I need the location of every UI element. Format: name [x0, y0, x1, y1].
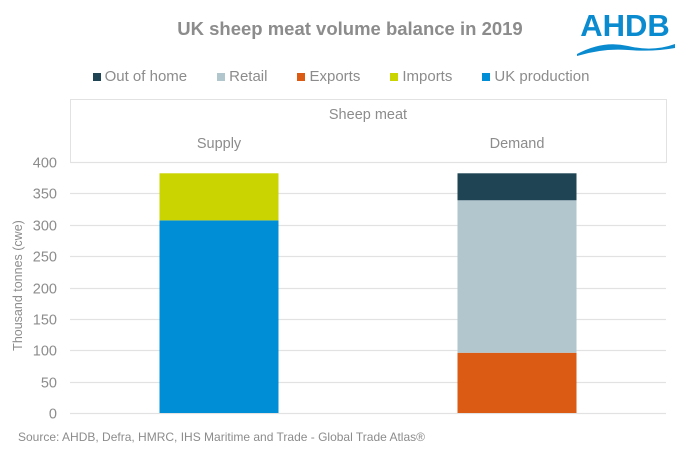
legend-label: UK production — [494, 68, 590, 85]
legend-item-uk-production: UK production — [482, 68, 589, 85]
legend-swatch — [217, 72, 226, 81]
y-tick-label: 300 — [33, 219, 57, 235]
legend-item-imports: Imports — [390, 68, 452, 85]
legend-swatch — [92, 72, 101, 81]
group-label: Sheep meat — [329, 107, 407, 123]
legend-label: Imports — [402, 68, 453, 85]
bar-segment-demand-exports — [457, 352, 577, 413]
legend-label: Exports — [309, 68, 361, 85]
y-tick-label: 50 — [41, 376, 57, 392]
legend-swatch — [297, 72, 306, 81]
bar-segment-supply-imports — [159, 173, 279, 221]
y-tick-label: 350 — [33, 187, 57, 203]
bar-segment-demand-retail — [457, 200, 577, 353]
chart: Sheep meat 0 50 100 150 200 250 300 350 400 Thousa… — [11, 99, 667, 423]
legend-label: Retail — [229, 68, 268, 85]
y-tick-label: 200 — [33, 282, 57, 298]
y-tick-label: 0 — [49, 407, 57, 423]
source-note: Source: AHDB, Defra, HMRC, IHS Maritime … — [18, 430, 425, 444]
legend-label: Out of home — [104, 68, 188, 85]
logo-text: AHDB — [580, 8, 670, 43]
ahdb-logo: AHDB — [577, 8, 675, 56]
bar-segment-demand-out-of-home — [457, 173, 577, 201]
legend-swatch — [390, 72, 399, 81]
y-tick-label: 250 — [33, 250, 57, 266]
legend-item-out-of-home: Out of home — [92, 68, 188, 85]
legend: Out of home Retail Exports Imports UK produc… — [0, 68, 682, 85]
category-label-supply: Supply — [197, 136, 242, 152]
y-tick-label: 400 — [33, 156, 57, 172]
legend-item-exports: Exports — [297, 68, 360, 85]
bar-segment-supply-uk-production — [159, 220, 279, 413]
y-tick-label: 100 — [33, 344, 57, 360]
category-label-demand: Demand — [490, 136, 545, 152]
legend-swatch — [482, 72, 491, 81]
chart-title: UK sheep meat volume balance in 2019 — [177, 18, 523, 39]
legend-item-retail: Retail — [217, 68, 267, 85]
y-axis-label: Thousand tonnes (cwe) — [11, 220, 25, 351]
y-tick-label: 150 — [33, 313, 57, 329]
logo-wave-icon — [577, 44, 675, 56]
